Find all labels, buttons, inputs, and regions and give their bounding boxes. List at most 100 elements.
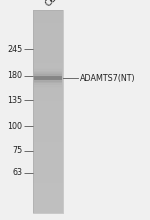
Bar	[34, 71, 62, 73]
Text: 135: 135	[7, 96, 22, 104]
Bar	[33, 168, 63, 170]
Bar	[33, 180, 63, 183]
Bar	[33, 61, 63, 63]
Bar	[33, 175, 63, 178]
Bar	[33, 163, 63, 165]
Bar	[34, 75, 62, 77]
Bar	[34, 84, 62, 86]
Bar	[33, 193, 63, 196]
Bar	[34, 87, 62, 88]
Bar	[33, 23, 63, 25]
Bar	[34, 69, 62, 71]
Bar	[34, 88, 62, 90]
Bar	[33, 20, 63, 23]
Bar	[33, 38, 63, 40]
Bar	[33, 43, 63, 46]
Bar	[33, 109, 63, 112]
Bar	[33, 112, 63, 114]
Bar	[33, 63, 63, 66]
Bar	[33, 198, 63, 201]
Bar	[33, 68, 63, 71]
Bar	[33, 71, 63, 73]
Bar	[33, 15, 63, 18]
Bar	[33, 89, 63, 91]
Bar	[33, 94, 63, 96]
Bar	[34, 77, 62, 79]
Bar	[34, 66, 62, 68]
Bar	[34, 72, 62, 73]
Bar	[34, 84, 62, 85]
Bar	[34, 89, 62, 90]
Bar	[34, 79, 62, 81]
Bar	[33, 145, 63, 147]
Bar	[33, 137, 63, 140]
Bar	[33, 25, 63, 28]
Text: 100: 100	[8, 122, 22, 131]
Bar	[33, 188, 63, 191]
Bar	[33, 201, 63, 203]
Bar	[34, 78, 62, 80]
Bar	[33, 48, 63, 51]
Bar	[33, 35, 63, 38]
Bar	[34, 81, 62, 82]
Bar	[34, 74, 62, 75]
Bar	[34, 77, 62, 79]
Bar	[33, 56, 63, 58]
Text: 63: 63	[12, 168, 22, 177]
Bar	[34, 83, 62, 85]
Bar	[34, 68, 62, 69]
Bar	[34, 82, 62, 83]
Bar	[33, 46, 63, 48]
Bar	[33, 155, 63, 158]
Bar	[33, 84, 63, 86]
Bar	[33, 99, 63, 101]
Bar	[33, 10, 63, 13]
Bar	[34, 71, 62, 72]
Bar	[34, 69, 62, 70]
Bar	[33, 132, 63, 135]
Bar	[33, 53, 63, 56]
Bar	[33, 122, 63, 124]
Bar	[33, 13, 63, 15]
Bar	[34, 80, 62, 82]
Text: Cerebrum: Cerebrum	[43, 0, 81, 9]
Bar	[33, 86, 63, 89]
Text: 75: 75	[12, 146, 22, 155]
Bar	[33, 206, 63, 208]
Bar	[34, 72, 62, 74]
Bar	[34, 89, 62, 91]
Bar	[33, 33, 63, 35]
Bar	[33, 117, 63, 119]
Bar	[33, 18, 63, 20]
Bar	[33, 119, 63, 122]
Bar	[33, 208, 63, 211]
Bar	[33, 73, 63, 76]
Bar	[33, 142, 63, 145]
Bar	[34, 86, 62, 87]
Bar	[34, 82, 62, 84]
Bar	[33, 129, 63, 132]
Bar	[34, 70, 62, 72]
Bar	[33, 203, 63, 206]
Bar	[33, 51, 63, 53]
Bar	[33, 183, 63, 185]
Text: 180: 180	[8, 72, 22, 80]
Bar	[33, 211, 63, 213]
Bar	[33, 28, 63, 30]
Bar	[34, 65, 62, 67]
Bar	[33, 178, 63, 180]
Bar	[33, 114, 63, 117]
Text: 245: 245	[7, 45, 22, 54]
Bar	[33, 40, 63, 43]
Bar	[33, 106, 63, 109]
Bar	[33, 76, 63, 79]
Bar	[33, 147, 63, 150]
Bar	[33, 91, 63, 94]
Bar	[34, 67, 62, 69]
Bar	[33, 58, 63, 61]
Bar	[33, 158, 63, 160]
Bar	[33, 140, 63, 142]
Bar	[34, 68, 62, 70]
Bar	[34, 86, 62, 88]
Bar	[34, 76, 62, 77]
